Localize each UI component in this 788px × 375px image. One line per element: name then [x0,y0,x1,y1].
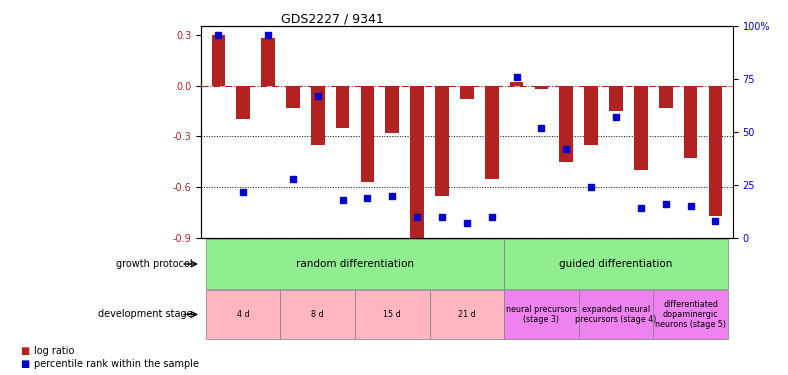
Bar [286,86,299,108]
Bar [504,239,728,289]
Text: random differentiation: random differentiation [296,259,414,269]
Bar [206,239,504,289]
Text: development stage: development stage [98,309,193,320]
Bar [510,82,523,86]
Text: guided differentiation: guided differentiation [559,259,673,269]
Bar [311,86,325,145]
Text: GDS2227 / 9341: GDS2227 / 9341 [281,12,384,25]
Bar [281,290,355,339]
Bar [361,86,374,182]
Text: ■: ■ [20,346,29,355]
Bar [559,86,573,162]
Bar [411,86,424,238]
Bar [261,38,275,86]
Bar [236,86,250,120]
Text: 15 d: 15 d [384,310,401,319]
Bar [585,86,598,145]
Bar [211,35,225,86]
Bar [534,86,548,89]
Bar [429,290,504,339]
Bar [578,290,653,339]
Text: growth protocol: growth protocol [117,259,193,269]
Bar [684,86,697,159]
Text: 4 d: 4 d [237,310,250,319]
Bar [653,290,728,339]
Bar [206,290,281,339]
Bar [708,86,723,216]
Text: percentile rank within the sample: percentile rank within the sample [34,359,199,369]
Bar [504,290,578,339]
Text: 21 d: 21 d [458,310,476,319]
Bar [485,86,499,179]
Bar [460,86,474,99]
Bar [385,86,400,133]
Bar [634,86,648,170]
Bar [435,86,449,196]
Text: 8 d: 8 d [311,310,324,319]
Text: ■: ■ [20,359,29,369]
Text: neural precursors
(stage 3): neural precursors (stage 3) [506,305,577,324]
Bar [355,290,429,339]
Bar [609,86,623,111]
Bar [336,86,349,128]
Text: log ratio: log ratio [34,346,74,355]
Text: expanded neural
precursors (stage 4): expanded neural precursors (stage 4) [575,305,656,324]
Text: differentiated
dopaminergic
neurons (stage 5): differentiated dopaminergic neurons (sta… [655,300,726,329]
Bar [659,86,673,108]
